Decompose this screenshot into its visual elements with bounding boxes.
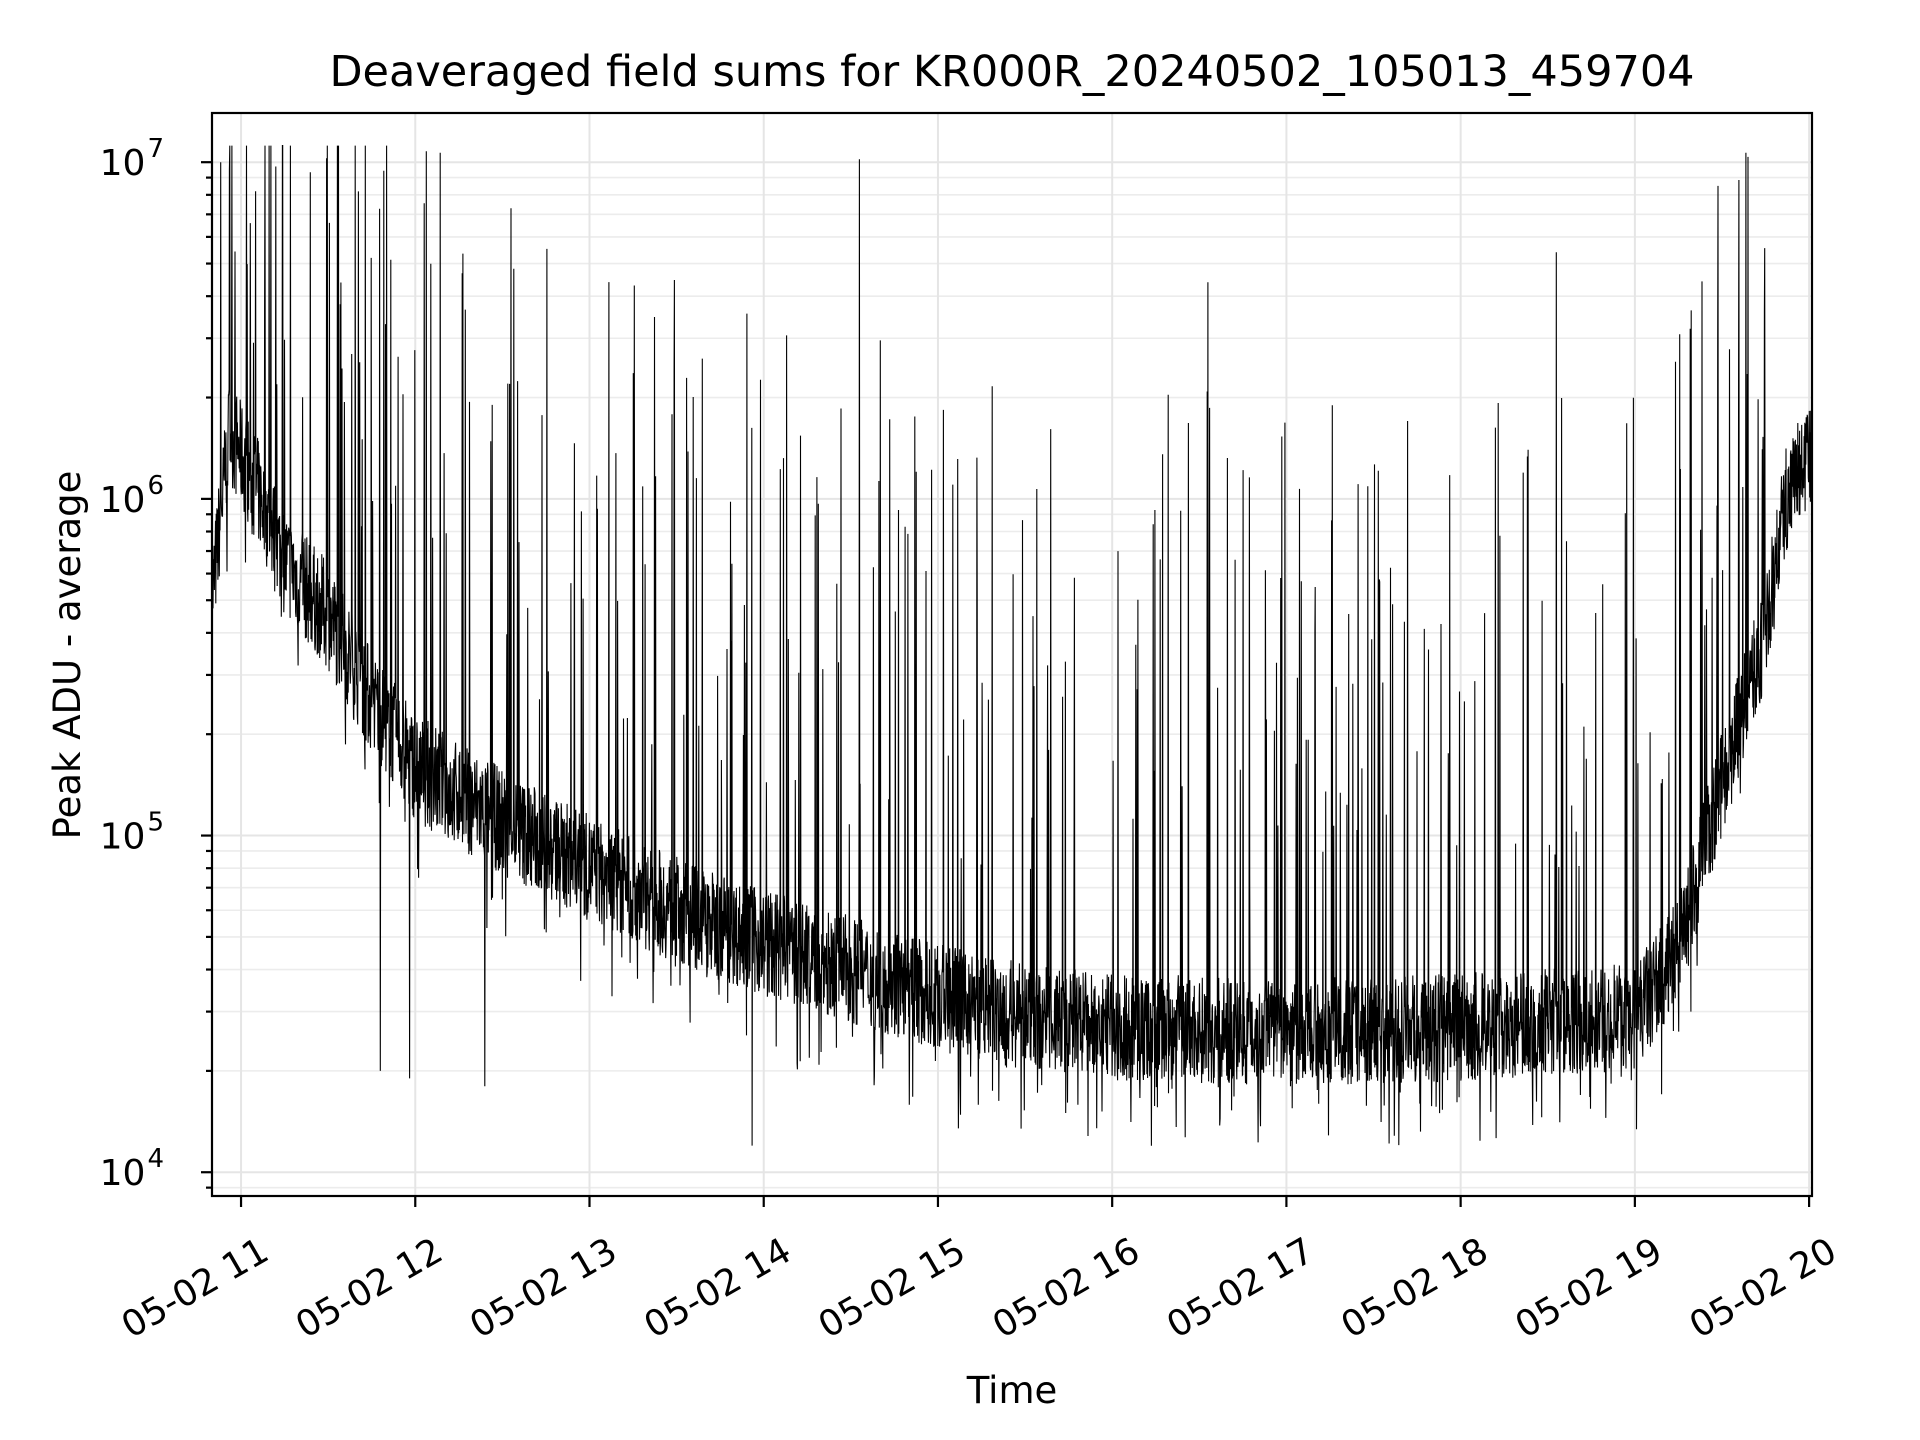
y-tick-label: 107 — [100, 134, 164, 184]
x-axis-label: Time — [966, 1369, 1058, 1412]
y-tick-exponent: 6 — [147, 471, 164, 501]
y-tick-exponent: 7 — [147, 134, 164, 164]
series-line — [211, 145, 1813, 1146]
series-trace — [211, 145, 1813, 1146]
y-axis-label: Peak ADU - average — [46, 471, 89, 840]
y-tick-label: 105 — [100, 808, 164, 858]
chart-title: Deaveraged field sums for KR000R_2024050… — [329, 47, 1694, 97]
y-tick-exponent: 4 — [147, 1144, 164, 1174]
plot-frame — [210, 111, 1814, 1198]
y-tick-exponent: 5 — [147, 808, 164, 838]
